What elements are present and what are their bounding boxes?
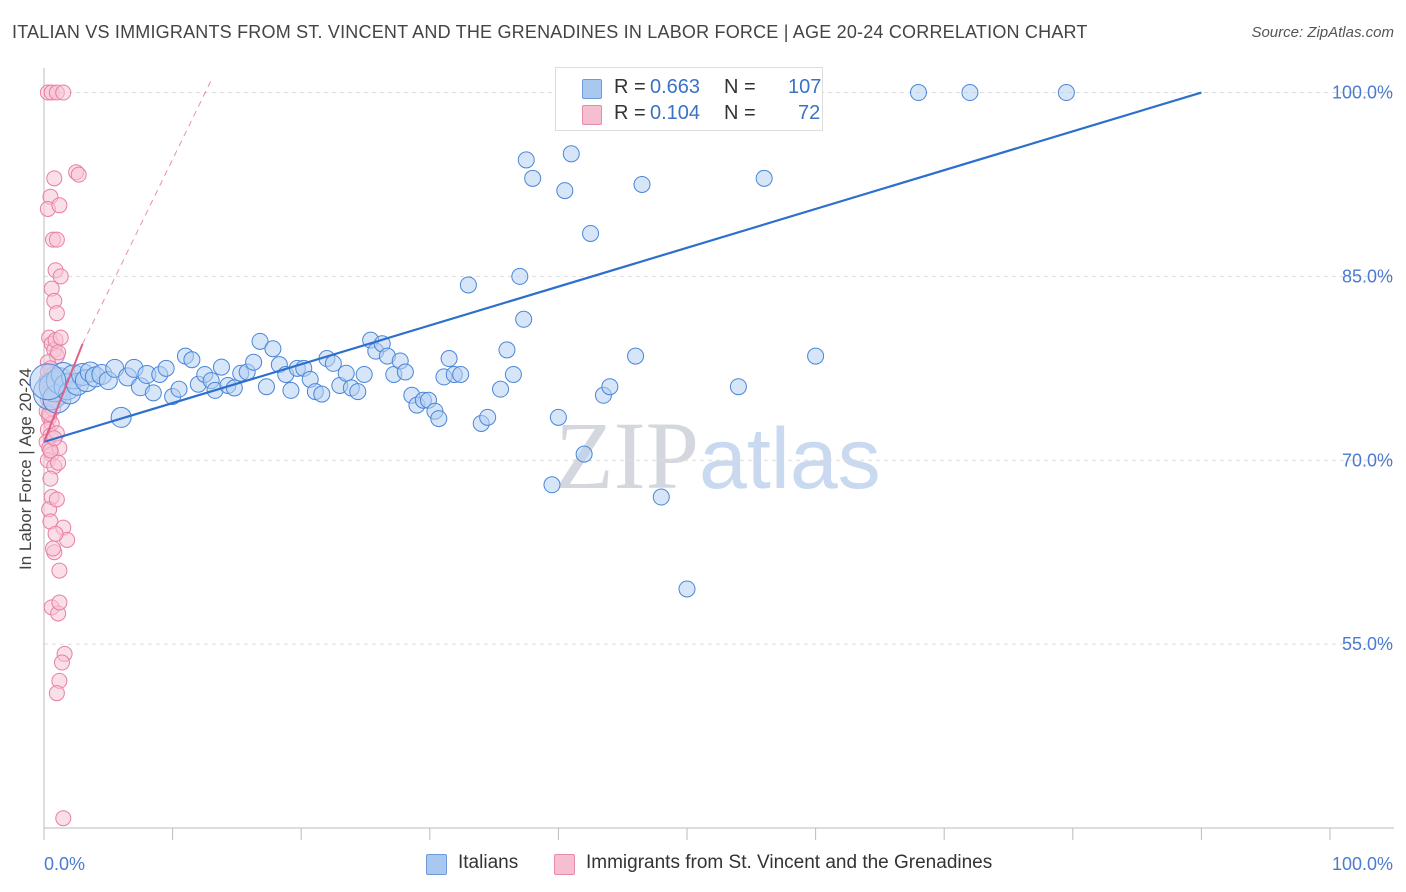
- series-italians-points: [29, 84, 1075, 598]
- svg-point: [70, 166, 87, 183]
- svg-trend-extension: [82, 80, 212, 345]
- italians-point: [556, 182, 574, 200]
- legend-n-label: N =: [724, 76, 756, 98]
- italians-point: [517, 151, 535, 169]
- legend-r-value: 0.663: [650, 76, 701, 98]
- italians-point: [430, 410, 448, 428]
- italians-point: [355, 365, 373, 383]
- legend-r-value: 0.104: [650, 102, 701, 124]
- x-tick-label: 0.0%: [44, 854, 85, 874]
- italians-point: [1057, 84, 1075, 102]
- italians-point: [313, 385, 331, 403]
- chart-title: ITALIAN VS IMMIGRANTS FROM ST. VINCENT A…: [12, 22, 1088, 42]
- italians-point: [212, 358, 230, 376]
- svg-point: [51, 594, 68, 611]
- series-svg-points: [38, 84, 87, 827]
- bottom-legend-swatch-svg: [554, 854, 575, 875]
- italians-point: [282, 381, 300, 399]
- italians-point: [755, 169, 773, 187]
- legend-swatch-italians: [582, 79, 602, 99]
- legend-n-label: N =: [724, 102, 756, 124]
- svg-point: [42, 470, 59, 487]
- svg-point: [51, 197, 68, 214]
- italians-point: [245, 353, 263, 371]
- italians-point: [440, 350, 458, 368]
- svg-point: [50, 454, 67, 471]
- svg-point: [52, 329, 69, 346]
- italians-point: [157, 359, 175, 377]
- svg-point: [54, 654, 71, 671]
- italians-point: [144, 384, 162, 402]
- italians-point: [524, 169, 542, 187]
- legend-r-label: R =: [614, 102, 646, 124]
- trend-lines: [43, 80, 1202, 443]
- legend-n-value: 107: [788, 76, 822, 98]
- italians-point: [627, 347, 645, 365]
- legend: R = 0.663 N = 107 R = 0.104 N = 72: [555, 67, 823, 131]
- y-tick-label: 70.0%: [1342, 450, 1393, 470]
- italians-point: [183, 351, 201, 369]
- italians-point: [543, 476, 561, 494]
- italians-point: [511, 267, 529, 285]
- italians-point: [909, 84, 927, 102]
- bottom-legend-label: Italians: [458, 852, 519, 873]
- y-tick-label: 55.0%: [1342, 634, 1393, 654]
- italians-point: [582, 224, 600, 242]
- italians-point: [251, 332, 269, 350]
- italians-point: [257, 378, 275, 396]
- italians-point: [396, 363, 414, 381]
- y-tick-label: 100.0%: [1332, 83, 1393, 103]
- axes: [43, 68, 1394, 840]
- watermark-atlas: atlas: [699, 411, 881, 507]
- italians-point: [264, 340, 282, 358]
- italians-point: [575, 445, 593, 463]
- italians-point: [601, 378, 619, 396]
- svg-point: [55, 810, 72, 827]
- legend-r-label: R =: [614, 76, 646, 98]
- italians-point: [459, 276, 477, 294]
- italians-point: [504, 365, 522, 383]
- svg-trend-line: [43, 343, 84, 443]
- italians-point: [729, 378, 747, 396]
- svg-point: [50, 344, 67, 361]
- svg-point: [48, 231, 65, 248]
- watermark: ZIPatlas: [555, 400, 881, 511]
- italians-point: [549, 408, 567, 426]
- italians-point: [29, 363, 67, 401]
- svg-point: [46, 170, 63, 187]
- italians-point: [337, 364, 355, 382]
- source-label: Source: ZipAtlas.com: [1251, 24, 1394, 41]
- svg-point: [47, 525, 64, 542]
- italians-point: [479, 408, 497, 426]
- svg-point: [45, 540, 62, 557]
- bottom-legend-label: Immigrants from St. Vincent and the Gren…: [586, 852, 993, 873]
- italians-point: [515, 310, 533, 328]
- italians-point: [807, 347, 825, 365]
- y-tick-label: 85.0%: [1342, 266, 1393, 286]
- svg-point: [52, 268, 69, 285]
- italians-point: [633, 175, 651, 193]
- bottom-legend-swatch-italians: [426, 854, 447, 875]
- italians-point: [652, 488, 670, 506]
- tick-labels: 55.0% 70.0% 85.0% 100.0% 0.0% 100.0%: [44, 83, 1393, 874]
- legend-swatch-svg: [582, 105, 602, 125]
- italians-trend-line: [43, 91, 1202, 443]
- legend-n-value: 72: [798, 102, 821, 124]
- italians-point: [492, 380, 510, 398]
- italians-point: [110, 406, 132, 428]
- svg-point: [51, 562, 68, 579]
- italians-point: [562, 145, 580, 163]
- svg-point: [48, 491, 65, 508]
- svg-point: [48, 305, 65, 322]
- italians-point: [498, 341, 516, 359]
- italians-point: [678, 580, 696, 598]
- x-tick-label: 100.0%: [1332, 854, 1393, 874]
- svg-point: [48, 685, 65, 702]
- italians-point: [961, 84, 979, 102]
- svg-point: [55, 84, 72, 101]
- italians-point: [452, 365, 470, 383]
- italians-point: [170, 380, 188, 398]
- italians-point: [349, 383, 367, 401]
